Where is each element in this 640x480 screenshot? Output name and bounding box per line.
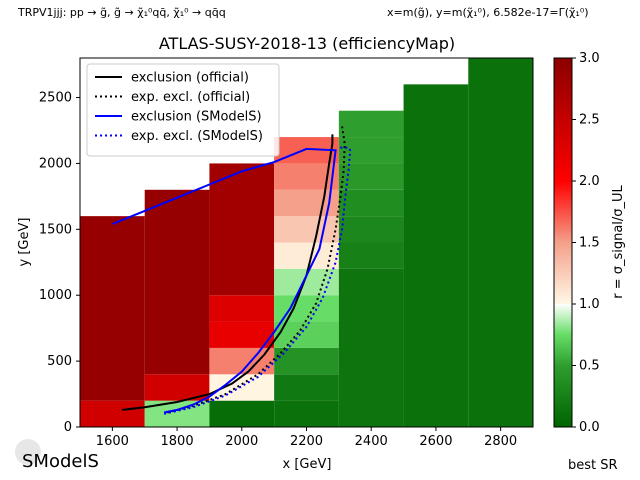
x-tick-label: 2800 [484,434,517,449]
smodels-logo: SModelS [15,439,99,472]
series-line [112,147,337,414]
heatmap-cell [274,347,339,375]
colorbar-tick-label: 1.0 [579,297,600,312]
y-tick-label: 0 [64,420,72,435]
heatmap-cell [209,321,275,348]
heatmap-cell [468,58,533,427]
process-label: TRPV1jjj: pp → g̃, g̃ → χ̃₁⁰qq̄, χ̃₁⁰ → … [17,6,226,19]
heatmap-cell [274,400,339,427]
axes-mapping-label: x=m(g̃), y=m(χ̃₁⁰), 6.582e-17=Γ(χ̃₁⁰) [387,6,589,19]
colorbar-tick-label: 2.5 [579,113,600,128]
exclusion-lines [112,126,352,415]
legend-label: exp. excl. (official) [131,90,250,105]
colorbar-tick-label: 0.0 [579,420,600,435]
y-tick-label: 1500 [39,222,72,237]
x-tick-label: 2000 [225,434,258,449]
heatmap-cell [274,242,339,269]
x-tick-label: 2600 [419,434,452,449]
x-tick-label: 1800 [161,434,194,449]
y-axis-label: y [GeV] [17,218,32,267]
svg-text:SModelS: SModelS [22,451,99,472]
colorbar-label: r = σ_signal/σ_UL [611,184,626,298]
heatmap-cell [144,189,210,375]
legend-label: exclusion (SModelS) [131,110,262,125]
colorbar-tick-label: 3.0 [579,51,600,66]
chart-title: ATLAS-SUSY-2018-13 (efficiencyMap) [159,34,455,53]
heatmap-cell [338,242,404,269]
heatmap-cell [274,374,339,401]
series-line [167,126,346,414]
series-line [163,146,352,415]
x-ticks: 1600 1800 2000 2200 2400 2600 2800 [96,427,517,449]
heatmap-cell [338,110,404,138]
y-ticks: 0 500 1000 1500 2000 2500 [39,91,80,435]
colorbar-tick-label: 1.5 [579,236,600,251]
x-tick-label: 2400 [355,434,388,449]
colorbar [553,57,573,428]
y-tick-label: 2500 [39,91,72,106]
heatmap-cell [338,216,404,243]
heatmap-cell [209,295,275,322]
heatmap-cells [80,58,533,427]
heatmap-cell [403,84,469,427]
heatmap-cell [338,268,404,427]
best-sr-label: best SR [568,458,618,473]
y-tick-label: 1000 [39,288,72,303]
legend-label: exclusion (official) [131,71,249,86]
legend: exclusion (official) exp. excl. (official… [86,63,280,157]
y-tick-label: 2000 [39,156,72,171]
colorbar-tick-label: 2.0 [579,174,600,189]
heatmap-cell [338,163,404,190]
heatmap-cell [80,216,145,401]
heatmap-cell [338,189,404,217]
x-tick-label: 1600 [96,434,129,449]
series-line [121,134,334,411]
heatmap-cell [209,374,275,401]
colorbar-ticks: 0.0 0.5 1.0 1.5 2.0 2.5 3.0 [572,51,600,435]
x-tick-label: 2200 [290,434,323,449]
legend-label: exp. excl. (SModelS) [131,129,263,144]
legend-box [86,63,280,157]
heatmap-cell [80,400,145,427]
y-tick-label: 500 [47,354,72,369]
heatmap-cell [209,400,275,427]
colorbar-tick-label: 0.5 [579,359,600,374]
heatmap-cell [209,163,275,296]
x-axis-label: x [GeV] [283,457,332,472]
heatmap-cell [274,216,339,243]
